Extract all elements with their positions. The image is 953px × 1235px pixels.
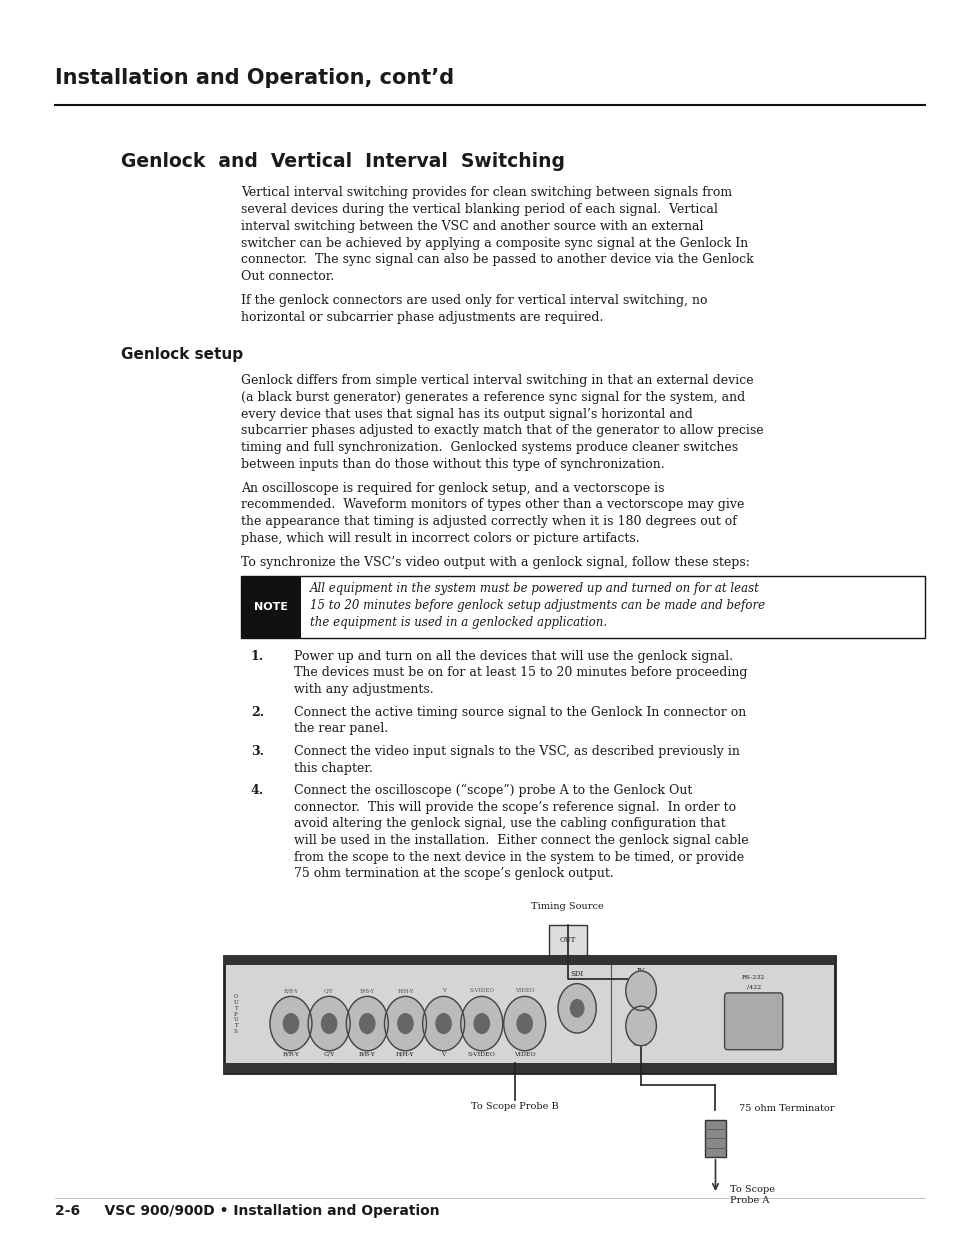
Text: the rear panel.: the rear panel. bbox=[294, 722, 388, 735]
Text: /422: /422 bbox=[746, 984, 760, 989]
Text: the equipment is used in a genlocked application.: the equipment is used in a genlocked app… bbox=[310, 616, 606, 629]
Text: B/B-Y: B/B-Y bbox=[359, 988, 375, 993]
Text: S-VIDEO: S-VIDEO bbox=[469, 988, 494, 993]
Text: the appearance that timing is adjusted correctly when it is 180 degrees out of: the appearance that timing is adjusted c… bbox=[241, 515, 737, 529]
Text: subcarrier phases adjusted to exactly match that of the generator to allow preci: subcarrier phases adjusted to exactly ma… bbox=[241, 425, 763, 437]
Text: V: V bbox=[441, 988, 445, 993]
Text: interval switching between the VSC and another source with an external: interval switching between the VSC and a… bbox=[241, 220, 703, 233]
Text: If the genlock connectors are used only for vertical interval switching, no: If the genlock connectors are used only … bbox=[241, 294, 707, 308]
Text: S-VIDEO: S-VIDEO bbox=[467, 1052, 496, 1057]
Text: Genlock differs from simple vertical interval switching in that an external devi: Genlock differs from simple vertical int… bbox=[241, 374, 753, 388]
Text: NOTE: NOTE bbox=[253, 603, 288, 613]
Text: between inputs than do those without this type of synchronization.: between inputs than do those without thi… bbox=[241, 458, 664, 471]
Text: this chapter.: this chapter. bbox=[294, 762, 373, 774]
Text: H/H-Y: H/H-Y bbox=[396, 988, 414, 993]
Circle shape bbox=[625, 1007, 656, 1046]
Text: OUT: OUT bbox=[558, 936, 576, 944]
Text: 4.: 4. bbox=[251, 784, 264, 797]
Text: B/B-Y: B/B-Y bbox=[358, 1052, 375, 1057]
Circle shape bbox=[321, 1014, 336, 1034]
FancyBboxPatch shape bbox=[224, 1063, 834, 1073]
Text: The devices must be on for at least 15 to 20 minutes before proceeding: The devices must be on for at least 15 t… bbox=[294, 667, 746, 679]
Text: 75 ohm termination at the scope’s genlock output.: 75 ohm termination at the scope’s genloc… bbox=[294, 867, 613, 881]
Text: VIDEO: VIDEO bbox=[514, 1052, 535, 1057]
Text: will be used in the installation.  Either connect the genlock signal cable: will be used in the installation. Either… bbox=[294, 834, 748, 847]
Text: every device that uses that signal has its output signal’s horizontal and: every device that uses that signal has i… bbox=[241, 408, 693, 421]
Text: switcher can be achieved by applying a composite sync signal at the Genlock In: switcher can be achieved by applying a c… bbox=[241, 237, 748, 249]
Text: phase, which will result in incorrect colors or picture artifacts.: phase, which will result in incorrect co… bbox=[241, 532, 639, 545]
Text: To Scope Probe B: To Scope Probe B bbox=[471, 1103, 558, 1112]
FancyBboxPatch shape bbox=[704, 1120, 725, 1157]
Text: (a black burst generator) generates a reference sync signal for the system, and: (a black burst generator) generates a re… bbox=[241, 391, 745, 404]
Circle shape bbox=[308, 997, 350, 1051]
Text: An oscilloscope is required for genlock setup, and a vectorscope is: An oscilloscope is required for genlock … bbox=[241, 482, 664, 495]
Text: horizontal or subcarrier phase adjustments are required.: horizontal or subcarrier phase adjustmen… bbox=[241, 311, 603, 324]
Text: R/R-Y: R/R-Y bbox=[283, 988, 298, 993]
FancyBboxPatch shape bbox=[548, 925, 586, 956]
Text: Vertical interval switching provides for clean switching between signals from: Vertical interval switching provides for… bbox=[241, 186, 732, 200]
Text: Genlock setup: Genlock setup bbox=[121, 347, 243, 362]
Text: Out connector.: Out connector. bbox=[241, 270, 335, 283]
Circle shape bbox=[570, 999, 583, 1016]
Text: Genlock  and  Vertical  Interval  Switching: Genlock and Vertical Interval Switching bbox=[121, 152, 564, 170]
Text: G/Y: G/Y bbox=[323, 1052, 335, 1057]
FancyBboxPatch shape bbox=[241, 577, 300, 638]
Text: 1.: 1. bbox=[251, 650, 264, 663]
Text: SDI: SDI bbox=[570, 969, 583, 978]
Text: with any adjustments.: with any adjustments. bbox=[294, 683, 433, 697]
Text: Connect the oscilloscope (“scope”) probe A to the Genlock Out: Connect the oscilloscope (“scope”) probe… bbox=[294, 784, 692, 798]
Text: from the scope to the next device in the system to be timed, or provide: from the scope to the next device in the… bbox=[294, 851, 743, 863]
Circle shape bbox=[503, 997, 545, 1051]
Text: several devices during the vertical blanking period of each signal.  Vertical: several devices during the vertical blan… bbox=[241, 204, 718, 216]
Text: All equipment in the system must be powered up and turned on for at least: All equipment in the system must be powe… bbox=[310, 583, 760, 595]
Circle shape bbox=[436, 1014, 451, 1034]
Text: Power up and turn on all the devices that will use the genlock signal.: Power up and turn on all the devices tha… bbox=[294, 650, 732, 663]
Text: Timing Source: Timing Source bbox=[531, 903, 603, 911]
Circle shape bbox=[625, 971, 656, 1010]
Circle shape bbox=[283, 1014, 298, 1034]
Text: recommended.  Waveform monitors of types other than a vectorscope may give: recommended. Waveform monitors of types … bbox=[241, 499, 744, 511]
Circle shape bbox=[517, 1014, 532, 1034]
Circle shape bbox=[460, 997, 502, 1051]
Text: VIDEO: VIDEO bbox=[515, 988, 534, 993]
FancyBboxPatch shape bbox=[724, 993, 781, 1050]
Text: H/H-Y: H/H-Y bbox=[395, 1052, 415, 1057]
Text: V: V bbox=[441, 1052, 445, 1057]
Circle shape bbox=[474, 1014, 489, 1034]
Text: 2-6     VSC 900/900D • Installation and Operation: 2-6 VSC 900/900D • Installation and Oper… bbox=[55, 1204, 439, 1218]
Text: 15 to 20 minutes before genlock setup adjustments can be made and before: 15 to 20 minutes before genlock setup ad… bbox=[310, 599, 764, 613]
Text: timing and full synchronization.  Genlocked systems produce cleaner switches: timing and full synchronization. Genlock… bbox=[241, 441, 738, 454]
FancyBboxPatch shape bbox=[224, 956, 834, 966]
Text: 2.: 2. bbox=[251, 705, 264, 719]
Text: 75 ohm Terminator: 75 ohm Terminator bbox=[739, 1104, 834, 1113]
Circle shape bbox=[422, 997, 464, 1051]
Text: IN: IN bbox=[636, 967, 645, 976]
Text: Installation and Operation, cont’d: Installation and Operation, cont’d bbox=[55, 68, 454, 88]
Text: Connect the active timing source signal to the Genlock In connector on: Connect the active timing source signal … bbox=[294, 705, 745, 719]
Text: RS-232: RS-232 bbox=[741, 976, 764, 981]
Text: connector.  The sync signal can also be passed to another device via the Genlock: connector. The sync signal can also be p… bbox=[241, 253, 753, 267]
Text: G/Y: G/Y bbox=[324, 988, 334, 993]
Circle shape bbox=[397, 1014, 413, 1034]
Text: connector.  This will provide the scope’s reference signal.  In order to: connector. This will provide the scope’s… bbox=[294, 800, 735, 814]
Text: R/R-Y: R/R-Y bbox=[282, 1052, 299, 1057]
Text: OUT: OUT bbox=[632, 1040, 649, 1049]
Circle shape bbox=[558, 983, 596, 1032]
FancyBboxPatch shape bbox=[224, 956, 834, 1073]
Circle shape bbox=[270, 997, 312, 1051]
Text: To synchronize the VSC’s video output with a genlock signal, follow these steps:: To synchronize the VSC’s video output wi… bbox=[241, 556, 749, 569]
Text: 3.: 3. bbox=[251, 745, 264, 758]
Circle shape bbox=[359, 1014, 375, 1034]
Circle shape bbox=[346, 997, 388, 1051]
Circle shape bbox=[384, 997, 426, 1051]
Text: Connect the video input signals to the VSC, as described previously in: Connect the video input signals to the V… bbox=[294, 745, 739, 758]
Text: avoid altering the genlock signal, use the cabling configuration that: avoid altering the genlock signal, use t… bbox=[294, 818, 725, 830]
Text: To Scope
Probe A: To Scope Probe A bbox=[729, 1186, 774, 1204]
Text: O
U
T
P
U
T
S: O U T P U T S bbox=[233, 994, 237, 1034]
